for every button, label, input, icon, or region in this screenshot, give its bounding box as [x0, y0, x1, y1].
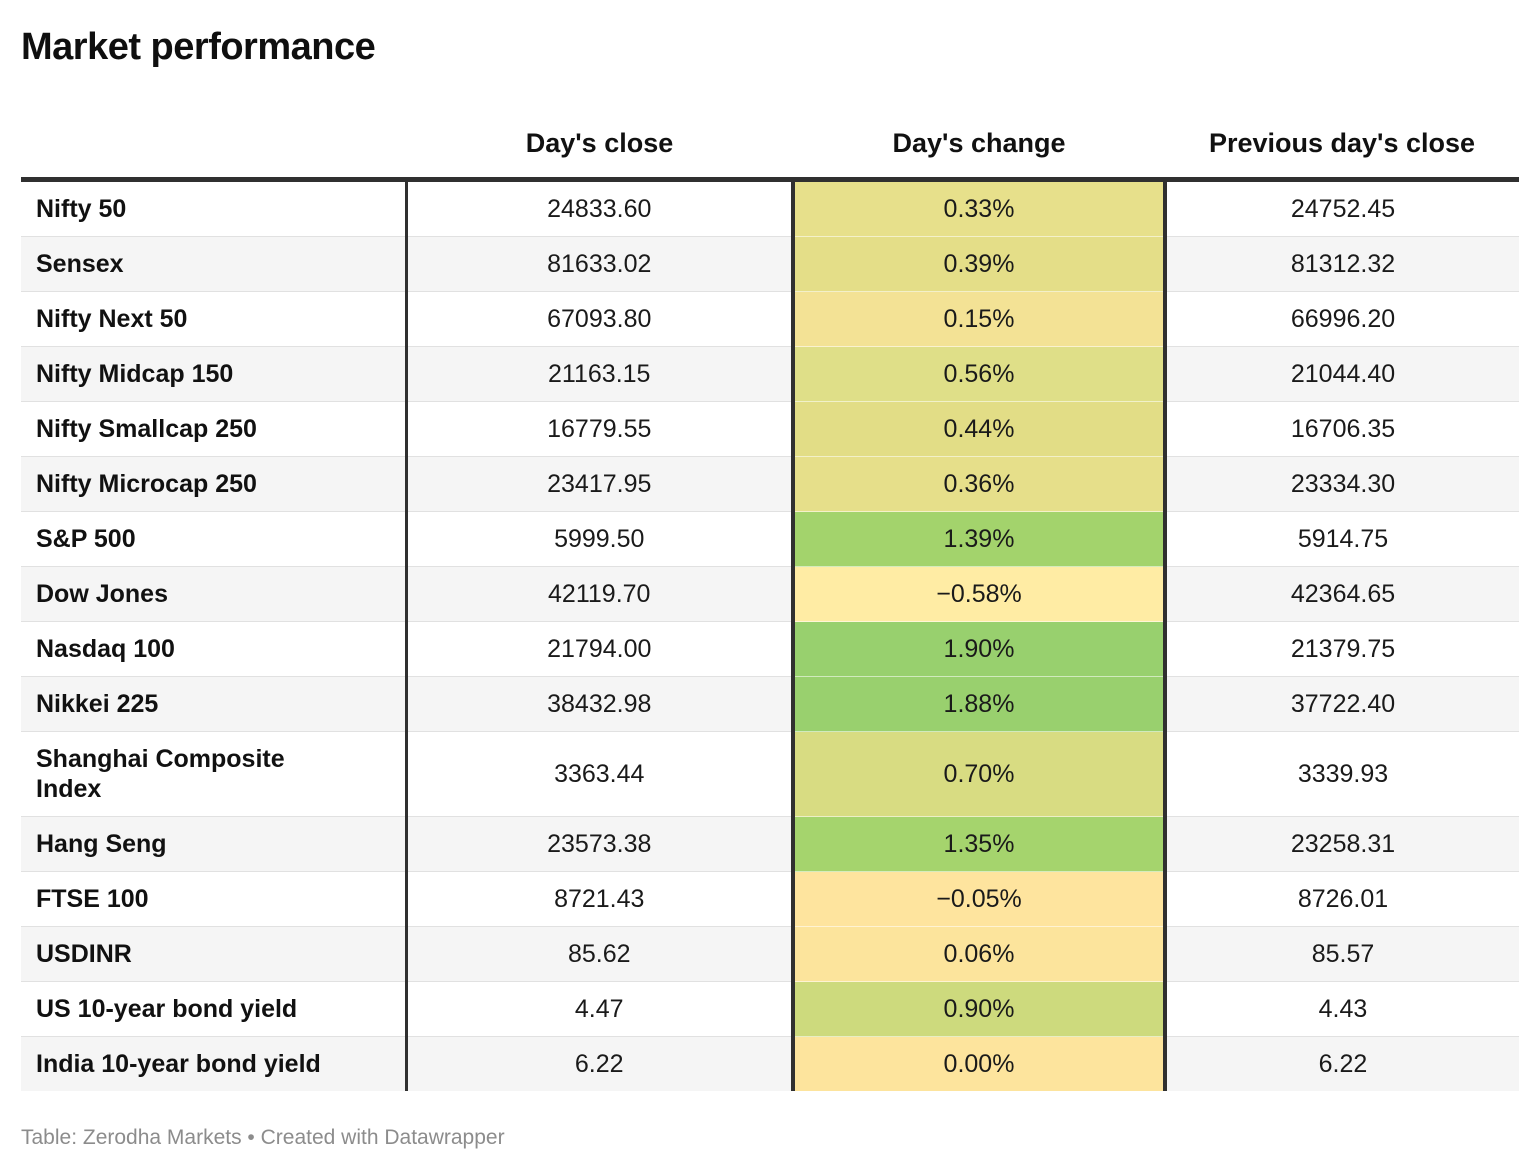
row-label: Sensex	[21, 236, 408, 292]
table-body: Nifty 50 24833.60 0.33% 24752.45 Sensex …	[21, 179, 1519, 1091]
days-change-cell: 0.15%	[791, 291, 1167, 347]
table-row-us-10y-bond: US 10-year bond yield 4.47 0.90% 4.43	[21, 981, 1519, 1037]
days-change-cell: 0.70%	[791, 731, 1167, 817]
days-change-cell: 0.00%	[791, 1036, 1167, 1091]
days-close-cell: 5999.50	[406, 511, 793, 567]
prev-close-cell: 21379.75	[1165, 621, 1519, 677]
table-row-nikkei-225: Nikkei 225 38432.98 1.88% 37722.40	[21, 676, 1519, 732]
days-close-cell: 42119.70	[406, 566, 793, 622]
table-row-nifty-smallcap-250: Nifty Smallcap 250 16779.55 0.44% 16706.…	[21, 401, 1519, 457]
table-row-shanghai-composite: Shanghai Composite Index 3363.44 0.70% 3…	[21, 731, 1519, 817]
days-close-cell: 21163.15	[406, 346, 793, 402]
days-change-cell: 1.90%	[791, 621, 1167, 677]
col-header-previous-close: Previous day's close	[1165, 70, 1519, 182]
days-change-cell: 1.39%	[791, 511, 1167, 567]
table-header: Day's close Day's change Previous day's …	[21, 70, 1519, 182]
prev-close-cell: 81312.32	[1165, 236, 1519, 292]
days-change-cell: 0.06%	[791, 926, 1167, 982]
days-close-cell: 81633.02	[406, 236, 793, 292]
days-change-cell: 1.88%	[791, 676, 1167, 732]
table-attribution: Table: Zerodha Markets • Created with Da…	[21, 1126, 505, 1149]
prev-close-cell: 5914.75	[1165, 511, 1519, 567]
row-label: Nikkei 225	[21, 676, 408, 732]
table-row-sp-500: S&P 500 5999.50 1.39% 5914.75	[21, 511, 1519, 567]
prev-close-cell: 23334.30	[1165, 456, 1519, 512]
market-performance-table: Day's close Day's change Previous day's …	[21, 70, 1519, 1091]
days-change-cell: 0.33%	[791, 179, 1167, 237]
row-label: S&P 500	[21, 511, 408, 567]
row-label: Nifty Next 50	[21, 291, 408, 347]
prev-close-cell: 4.43	[1165, 981, 1519, 1037]
days-close-cell: 16779.55	[406, 401, 793, 457]
row-label: US 10-year bond yield	[21, 981, 408, 1037]
prev-close-cell: 6.22	[1165, 1036, 1519, 1091]
row-label: USDINR	[21, 926, 408, 982]
table-row-dow-jones: Dow Jones 42119.70 −0.58% 42364.65	[21, 566, 1519, 622]
days-close-cell: 23573.38	[406, 816, 793, 872]
days-change-cell: 1.35%	[791, 816, 1167, 872]
prev-close-cell: 16706.35	[1165, 401, 1519, 457]
days-close-cell: 67093.80	[406, 291, 793, 347]
days-close-cell: 24833.60	[547, 195, 652, 223]
days-close-cell: 8721.43	[406, 871, 793, 927]
days-close-cell: 6.22	[406, 1036, 793, 1091]
prev-close-cell: 42364.65	[1165, 566, 1519, 622]
days-change-cell: 0.56%	[791, 346, 1167, 402]
prev-close-cell: 66996.20	[1165, 291, 1519, 347]
row-label: Shanghai Composite Index	[21, 731, 408, 817]
days-change-cell: 0.39%	[791, 236, 1167, 292]
prev-close-cell: 8726.01	[1165, 871, 1519, 927]
days-close-cell: 38432.98	[406, 676, 793, 732]
days-close-cell: 85.62	[406, 926, 793, 982]
table-row-nifty-microcap-250: Nifty Microcap 250 23417.95 0.36% 23334.…	[21, 456, 1519, 512]
corner-spacer	[21, 70, 406, 182]
row-label: Dow Jones	[21, 566, 408, 622]
prev-close-cell: 21044.40	[1165, 346, 1519, 402]
days-close-cell: 21794.00	[406, 621, 793, 677]
row-label: Nifty Midcap 150	[21, 346, 408, 402]
col-header-days-close: Day's close	[406, 70, 793, 182]
days-change-cell: −0.58%	[791, 566, 1167, 622]
row-label: Nifty 50	[21, 179, 408, 237]
days-change-cell: 0.36%	[791, 456, 1167, 512]
table-row-hang-seng: Hang Seng 23573.38 1.35% 23258.31	[21, 816, 1519, 872]
table-row-ftse-100: FTSE 100 8721.43 −0.05% 8726.01	[21, 871, 1519, 927]
prev-close-cell: 24752.45	[1290, 195, 1396, 223]
row-label: Nasdaq 100	[21, 621, 408, 677]
row-label: India 10-year bond yield	[21, 1036, 408, 1091]
days-change-cell: −0.05%	[791, 871, 1167, 927]
days-close-cell: 4.47	[406, 981, 793, 1037]
days-close-cell: 23417.95	[406, 456, 793, 512]
row-label: FTSE 100	[21, 871, 408, 927]
prev-close-cell: 85.57	[1165, 926, 1519, 982]
table-row-nifty-midcap-150: Nifty Midcap 150 21163.15 0.56% 21044.40	[21, 346, 1519, 402]
prev-close-cell: 37722.40	[1165, 676, 1519, 732]
days-close-cell: 3363.44	[406, 731, 793, 817]
row-label: Nifty Smallcap 250	[21, 401, 408, 457]
table-row-sensex: Sensex 81633.02 0.39% 81312.32	[21, 236, 1519, 292]
table-row-usdinr: USDINR 85.62 0.06% 85.57	[21, 926, 1519, 982]
prev-close-cell: 3339.93	[1165, 731, 1519, 817]
row-label: Hang Seng	[21, 816, 408, 872]
days-change-cell: 0.44%	[791, 401, 1167, 457]
table-row-india-10y-bond: India 10-year bond yield 6.22 0.00% 6.22	[21, 1036, 1519, 1091]
days-change-cell: 0.90%	[791, 981, 1167, 1037]
col-header-days-change: Day's change	[793, 70, 1165, 182]
row-label: Nifty Microcap 250	[21, 456, 408, 512]
prev-close-cell: 23258.31	[1165, 816, 1519, 872]
page-title: Market performance	[21, 26, 376, 68]
table-row-nifty-next-50: Nifty Next 50 67093.80 0.15% 66996.20	[21, 291, 1519, 347]
table-row-nifty-50: Nifty 50 24833.60 0.33% 24752.45	[21, 179, 1519, 237]
table-row-nasdaq-100: Nasdaq 100 21794.00 1.90% 21379.75	[21, 621, 1519, 677]
